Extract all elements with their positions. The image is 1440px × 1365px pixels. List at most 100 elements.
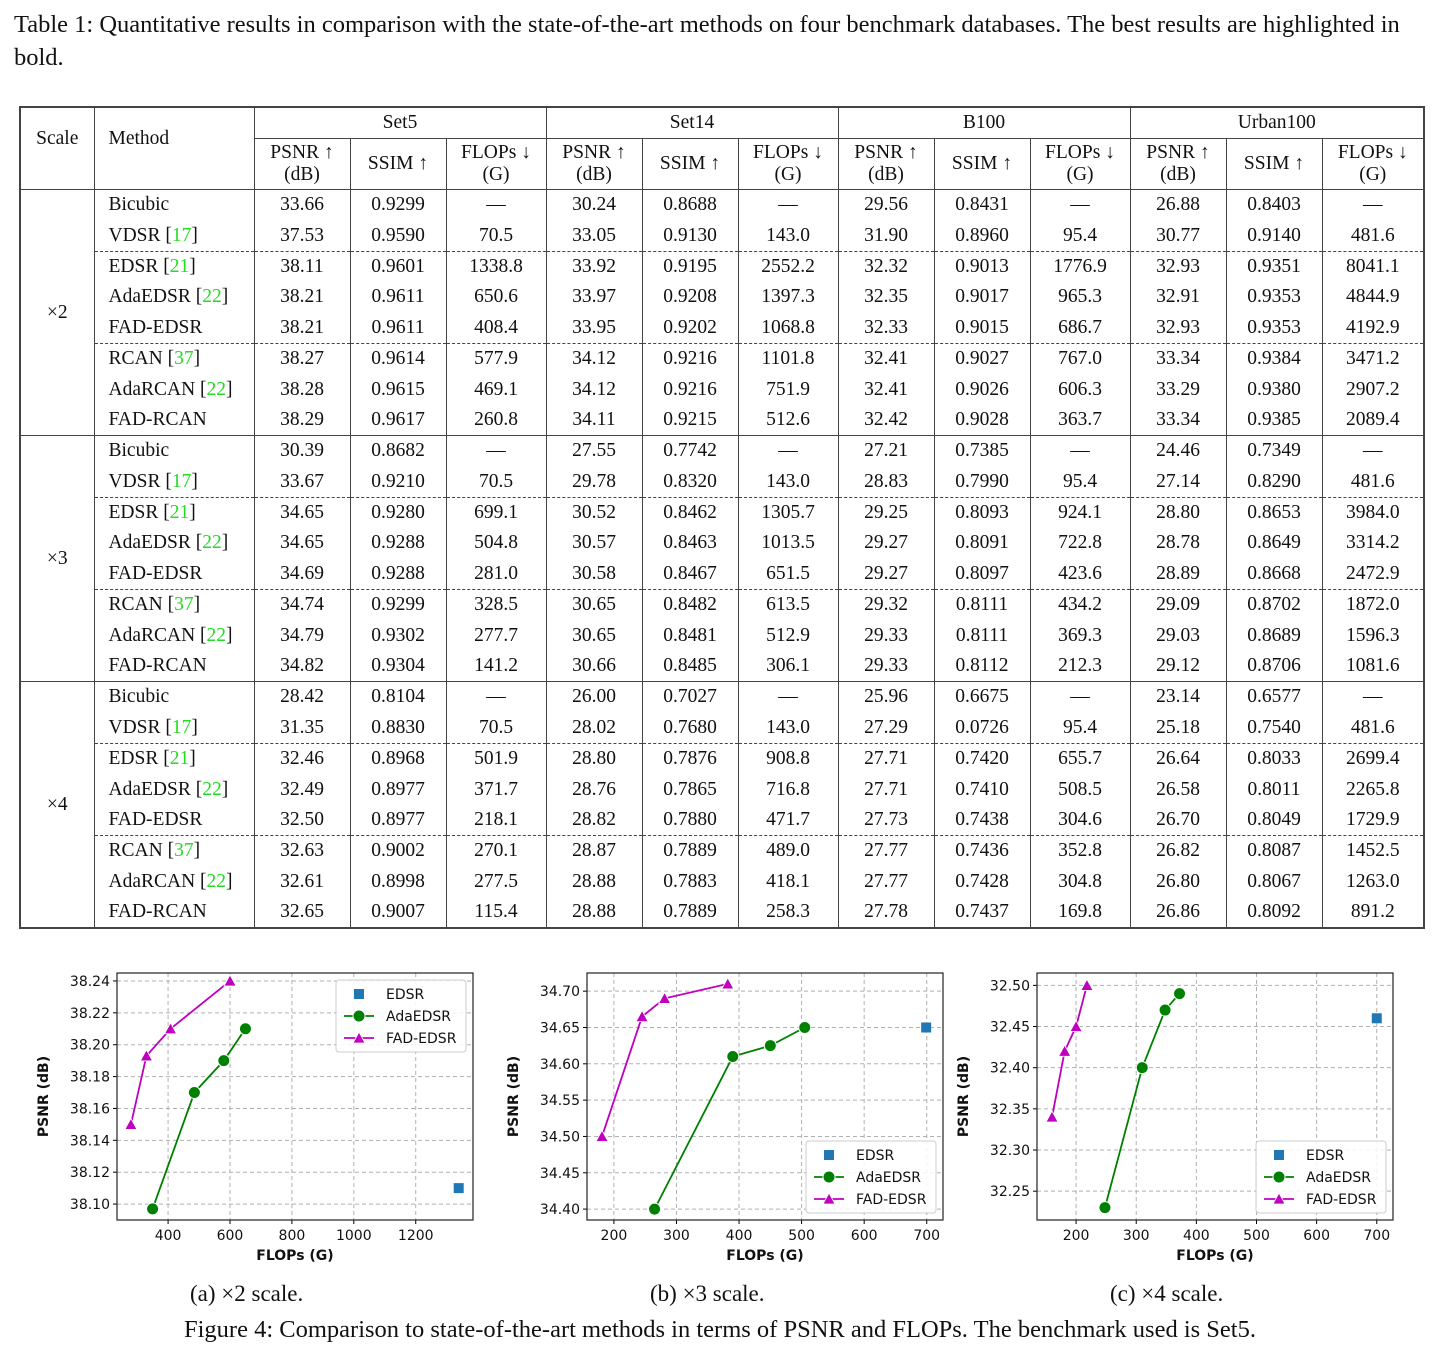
value-cell: 0.7437: [933, 896, 1030, 929]
citation-link[interactable]: 37: [174, 594, 194, 616]
citation-link[interactable]: 22: [206, 378, 227, 400]
value-cell: 0.7420: [933, 743, 1030, 775]
value-cell: 0.8091: [933, 528, 1030, 559]
svg-text:34.55: 34.55: [540, 1093, 580, 1109]
svg-text:FAD-EDSR: FAD-EDSR: [856, 1192, 927, 1208]
value-cell: 27.71: [837, 774, 934, 805]
value-cell: 26.58: [1129, 774, 1226, 805]
value-cell: 613.5: [737, 589, 838, 621]
method-cell: FAD-RCAN: [93, 650, 254, 682]
value-cell: 1013.5: [737, 528, 838, 559]
value-cell: 38.11: [253, 250, 350, 283]
svg-text:34.40: 34.40: [540, 1202, 580, 1218]
value-cell: 0.9216: [641, 374, 738, 405]
value-cell: 650.6: [445, 282, 546, 313]
value-cell: 70.5: [445, 712, 546, 744]
value-cell: 33.95: [545, 312, 642, 344]
svg-text:600: 600: [1303, 1228, 1330, 1244]
series-edsr: [921, 1022, 932, 1033]
value-cell: 0.9611: [349, 312, 446, 344]
citation-link[interactable]: 22: [206, 624, 227, 646]
value-cell: 0.8706: [1225, 650, 1322, 682]
value-cell: 0.9216: [641, 342, 738, 375]
value-cell: 0.9302: [349, 620, 446, 651]
value-cell: 28.88: [545, 896, 642, 929]
value-cell: 369.3: [1029, 620, 1130, 651]
table-row: RCAN [37] 38.27 0.9614 577.9 34.12 0.9216 1101…: [20, 342, 1425, 375]
value-cell: 0.9028: [933, 404, 1030, 436]
value-cell: —: [737, 435, 838, 467]
citation-link[interactable]: 17: [171, 470, 192, 492]
citation-link[interactable]: 22: [206, 870, 227, 892]
svg-text:200: 200: [601, 1228, 628, 1244]
value-cell: 29.78: [545, 466, 642, 498]
svg-text:FAD-EDSR: FAD-EDSR: [386, 1031, 457, 1047]
citation-link[interactable]: 21: [169, 502, 190, 524]
value-cell: 716.8: [737, 774, 838, 805]
value-cell: 0.7889: [641, 896, 738, 929]
citation-link[interactable]: 22: [202, 532, 222, 554]
value-cell: —: [445, 189, 546, 221]
value-cell: 0.9208: [641, 282, 738, 313]
citation-link[interactable]: 17: [171, 716, 192, 738]
value-cell: 33.66: [253, 189, 350, 221]
value-cell: 0.7410: [933, 774, 1030, 805]
citation-link[interactable]: 21: [169, 748, 190, 770]
citation-link[interactable]: 22: [202, 778, 222, 800]
value-cell: 0.9015: [933, 312, 1030, 344]
value-cell: 0.8403: [1225, 189, 1322, 221]
value-cell: 33.67: [253, 466, 350, 498]
header-metric: FLOPs ↓ (G): [737, 138, 838, 190]
svg-text:600: 600: [217, 1228, 244, 1244]
method-cell: FAD-RCAN: [93, 404, 254, 436]
value-cell: 258.3: [737, 896, 838, 929]
value-cell: 30.58: [545, 558, 642, 590]
header-metric: SSIM ↑: [933, 138, 1030, 190]
value-cell: 1068.8: [737, 312, 838, 344]
header-dataset-set5: Set5: [253, 107, 546, 139]
table-row: FAD-EDSR 38.21 0.9611 408.4 33.95 0.9202 1068.…: [20, 312, 1425, 344]
value-cell: 1101.8: [737, 342, 838, 375]
series-fad-edsr: [1045, 978, 1094, 1123]
value-cell: 34.65: [253, 528, 350, 559]
value-cell: —: [445, 435, 546, 467]
value-cell: 34.12: [545, 374, 642, 405]
value-cell: 0.7436: [933, 835, 1030, 867]
value-cell: —: [1029, 189, 1130, 221]
svg-text:PSNR (dB): PSNR (dB): [36, 1056, 52, 1137]
table-row: VDSR [17] 33.67 0.9210 70.5 29.78 0.8320 143.0…: [20, 466, 1425, 498]
value-cell: 0.9215: [641, 404, 738, 436]
citation-link[interactable]: 17: [171, 224, 192, 246]
table-row: AdaEDSR [22] 38.21 0.9611 650.6 33.97 0.9208 1…: [20, 282, 1425, 313]
value-cell: 1729.9: [1321, 804, 1425, 836]
table-row: AdaEDSR [22] 32.49 0.8977 371.7 28.76 0.7865 7…: [20, 774, 1425, 805]
citation-link[interactable]: 21: [169, 255, 190, 277]
svg-text:38.14: 38.14: [70, 1133, 110, 1149]
method-cell: FAD-EDSR: [93, 312, 254, 344]
value-cell: 2265.8: [1321, 774, 1425, 805]
value-cell: 29.27: [837, 558, 934, 590]
citation-link[interactable]: 37: [174, 348, 194, 370]
citation-link[interactable]: 37: [174, 840, 194, 862]
value-cell: 1263.0: [1321, 866, 1425, 897]
series-edsr: [453, 1183, 464, 1194]
value-cell: 0.9280: [349, 496, 446, 529]
svg-text:FLOPs (G): FLOPs (G): [726, 1248, 803, 1264]
value-cell: 34.79: [253, 620, 350, 651]
value-cell: —: [1321, 435, 1425, 467]
table-row: FAD-EDSR 32.50 0.8977 218.1 28.82 0.7880 471.7…: [20, 804, 1425, 836]
value-cell: 260.8: [445, 404, 546, 436]
value-cell: 277.7: [445, 620, 546, 651]
method-cell: AdaRCAN [22]: [93, 866, 254, 897]
chart-legend: EDSR AdaEDSR FAD-EDSR: [805, 1140, 937, 1214]
value-cell: 169.8: [1029, 896, 1130, 929]
table-row: AdaEDSR [22] 34.65 0.9288 504.8 30.57 0.8463 1…: [20, 528, 1425, 559]
svg-text:FAD-EDSR: FAD-EDSR: [1306, 1192, 1377, 1208]
svg-text:FLOPs (G): FLOPs (G): [256, 1248, 333, 1264]
value-cell: 1305.7: [737, 496, 838, 529]
value-cell: 28.42: [253, 681, 350, 713]
value-cell: 0.8087: [1225, 835, 1322, 867]
value-cell: 31.35: [253, 712, 350, 744]
citation-link[interactable]: 22: [202, 286, 222, 308]
value-cell: 0.9007: [349, 896, 446, 929]
